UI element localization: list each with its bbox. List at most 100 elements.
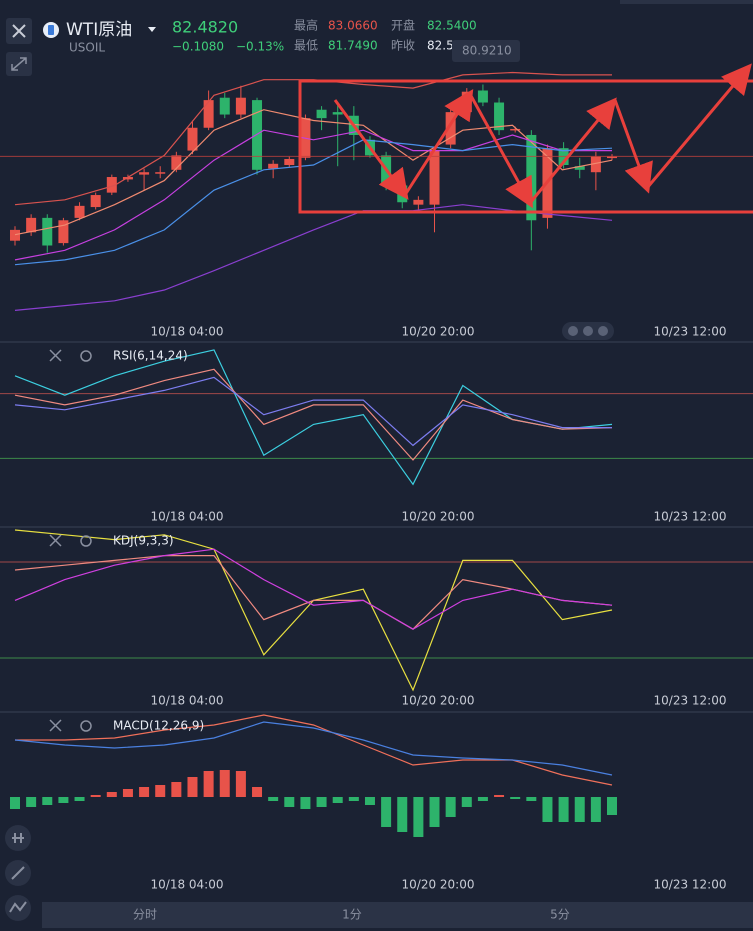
macd-bar [235, 771, 246, 797]
arrow [403, 88, 474, 196]
candle-body [332, 112, 343, 115]
time-label: 10/18 04:00 [151, 325, 224, 339]
macd-bar [122, 789, 133, 797]
dot[interactable] [598, 326, 608, 336]
candle-body [219, 97, 230, 115]
expand-icon [11, 57, 27, 71]
candle-body [510, 128, 521, 131]
indicator-line [14, 109, 613, 236]
panel-settings[interactable] [80, 720, 92, 732]
arrow [613, 99, 653, 194]
tool-icon [9, 901, 27, 913]
price-change-pct: −0.13% [236, 40, 284, 54]
candle-body [139, 172, 150, 175]
symbol-code: USOIL [69, 41, 105, 55]
tool-icon [12, 833, 24, 843]
candle-body [413, 199, 424, 205]
macd-bar [494, 795, 505, 797]
dot[interactable] [583, 326, 593, 336]
stat-label: 昨收 [391, 39, 415, 53]
arrow [528, 97, 617, 204]
indicator-line [14, 139, 613, 266]
stat-value: 81.7490 [328, 39, 378, 53]
candle-body [574, 166, 585, 170]
dot[interactable] [568, 326, 578, 336]
stat-value: 82.5400 [427, 19, 477, 33]
candle-body [74, 205, 85, 218]
stat-label: 开盘 [391, 18, 415, 33]
last-price: 82.4820 [172, 18, 238, 37]
macd-bar [203, 771, 214, 797]
panel-label: KDJ(9,3,3) [113, 534, 174, 548]
time-label: 10/20 20:00 [402, 694, 475, 708]
candle-body [316, 109, 327, 119]
panel-settings[interactable] [80, 350, 92, 362]
candle-body [590, 156, 601, 173]
panel-label: RSI(6,14,24) [113, 349, 188, 363]
macd-bar [607, 797, 617, 815]
panel-close[interactable] [49, 349, 62, 362]
macd-bar [413, 797, 424, 837]
macd-bar [284, 797, 295, 807]
price-tag: 80.9210 [462, 44, 512, 58]
indicator-line [14, 368, 613, 461]
macd-bar [477, 797, 488, 801]
candle-body [235, 97, 246, 115]
time-label: 10/20 20:00 [402, 325, 475, 339]
candle-body [429, 150, 440, 205]
macd-bar [364, 797, 375, 805]
time-label: 10/18 04:00 [151, 694, 224, 708]
candle-body [106, 177, 117, 193]
time-label: 10/20 20:00 [402, 510, 475, 524]
range-box [298, 79, 753, 214]
arrow [468, 93, 533, 209]
macd-bar [590, 797, 601, 822]
candle-body [122, 177, 133, 180]
macd-bar [510, 797, 521, 799]
candle-body [268, 163, 279, 169]
panel-label: MACD(12,26,9) [113, 719, 204, 733]
macd-bar [300, 797, 311, 809]
candle-body [58, 220, 69, 244]
candle-body [477, 90, 488, 103]
panel-close[interactable] [49, 534, 62, 547]
macd-bar [155, 785, 166, 797]
macd-bar [332, 797, 343, 803]
panel-settings[interactable] [80, 535, 92, 547]
stat-label: 最低 [294, 39, 318, 53]
macd-bar [574, 797, 585, 822]
close-icon [12, 24, 26, 38]
time-label: 10/20 20:00 [402, 878, 475, 892]
panel-close[interactable] [49, 719, 62, 732]
tab[interactable]: 5分 [550, 908, 570, 922]
candle-body [155, 172, 166, 174]
candle-body [42, 217, 53, 246]
candle-body [10, 229, 20, 241]
macd-bar [252, 787, 263, 797]
candle-body [607, 156, 617, 159]
candle-body [445, 112, 456, 145]
dropdown-arrow[interactable] [148, 27, 156, 32]
symbol-name[interactable]: WTI原油 [66, 20, 132, 40]
stat-label: 最高 [294, 18, 318, 33]
macd-bar [316, 797, 327, 807]
macd-bar [397, 797, 408, 832]
symbol-icon-inner [48, 25, 54, 35]
macd-bar [187, 777, 198, 797]
macd-bar [10, 797, 20, 809]
tab[interactable]: 分时 [133, 908, 157, 922]
tab[interactable]: 1分 [342, 908, 362, 922]
macd-bar [74, 797, 85, 801]
arrow [645, 63, 752, 189]
macd-bar [542, 797, 553, 822]
top-bar [620, 0, 753, 4]
candle-body [284, 158, 295, 165]
candle-body [26, 217, 37, 233]
macd-bar [348, 797, 359, 801]
macd-bar [26, 797, 37, 807]
tab-bar [42, 902, 753, 928]
price-tag-box [452, 40, 520, 62]
macd-bar [445, 797, 456, 817]
macd-bar [219, 770, 230, 797]
